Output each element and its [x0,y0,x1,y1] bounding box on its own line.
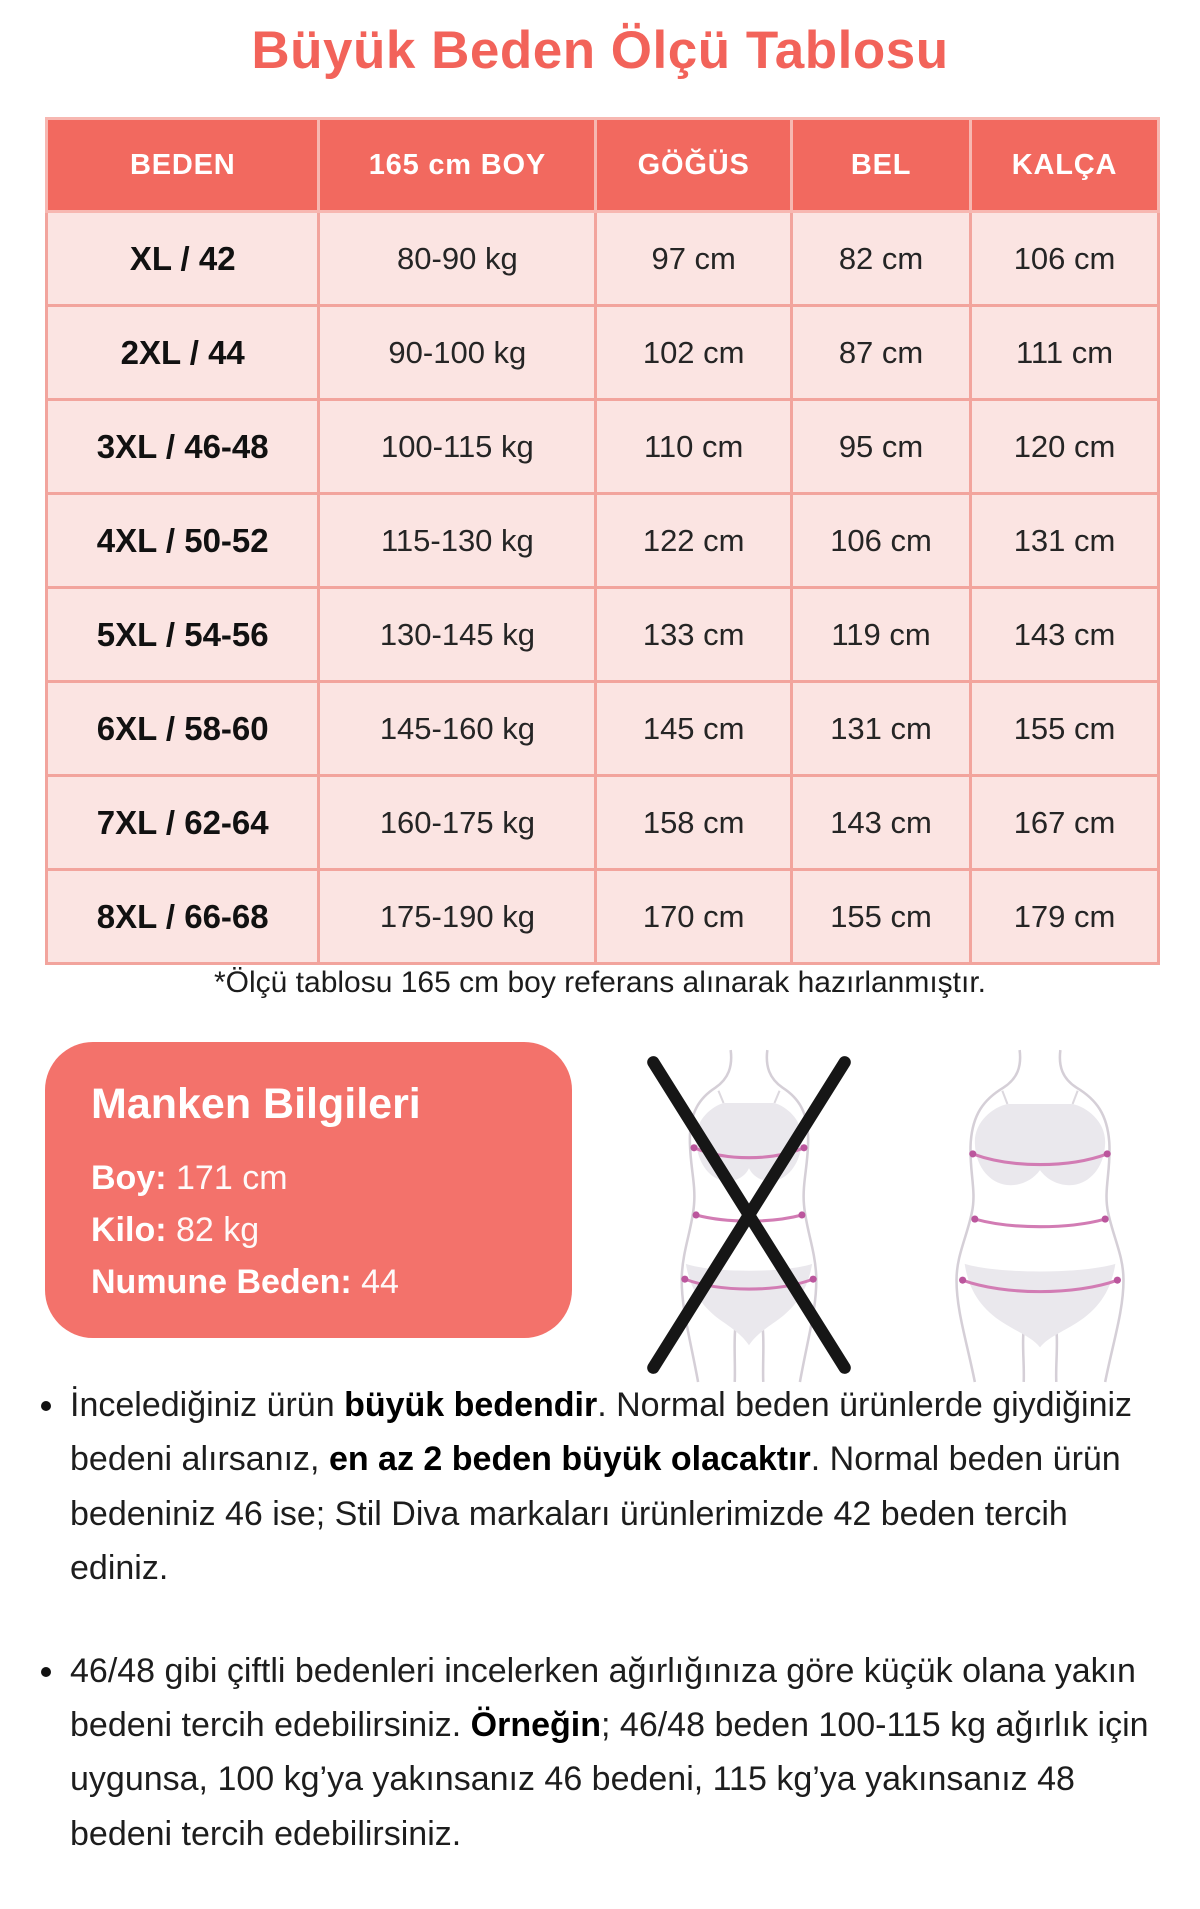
size-cell: 120 cm [969,398,1160,495]
size-row: XL / 42 80-90 kg 97 cm 82 cm 106 cm [44,210,1160,307]
size-row: 6XL / 58-60 145-160 kg 145 cm 131 cm 155… [44,680,1160,777]
size-cell: 179 cm [969,868,1160,965]
model-sample-size-value: 44 [361,1263,399,1301]
column-header-boy: 165 cm BOY [317,117,598,213]
bullet-item: İncelediğiniz ürün büyük bedendir. Norma… [68,1378,1173,1596]
column-header-bel: BEL [790,117,973,213]
model-weight-value: 82 kg [176,1211,260,1249]
size-cell: 97 cm [594,210,794,307]
size-label-cell: 3XL / 46-48 [44,398,321,495]
note-text: İncelediğiniz ürün [70,1386,345,1424]
size-row: 3XL / 46-48 100-115 kg 110 cm 95 cm 120 … [44,398,1160,495]
size-cell: 145-160 kg [317,680,598,777]
bullet-item: 46/48 gibi çiftli bedenleri incelerken a… [68,1644,1173,1862]
size-cell: 167 cm [969,774,1160,871]
size-cell: 143 cm [790,774,973,871]
size-table-header-row: BEDEN 165 cm BOY GÖĞÜS BEL KALÇA [44,117,1160,213]
size-cell: 102 cm [594,304,794,401]
size-cell: 95 cm [790,398,973,495]
size-cell: 131 cm [969,492,1160,589]
size-cell: 122 cm [594,492,794,589]
size-cell: 106 cm [969,210,1160,307]
size-cell: 131 cm [790,680,973,777]
size-label-cell: 5XL / 54-56 [44,586,321,683]
model-sample-size-line: Numune Beden: 44 [91,1263,526,1302]
size-cell: 170 cm [594,868,794,965]
size-cell: 143 cm [969,586,1160,683]
page-title: Büyük Beden Ölçü Tablosu [251,21,949,80]
size-row: 5XL / 54-56 130-145 kg 133 cm 119 cm 143… [44,586,1160,683]
size-cell: 175-190 kg [317,868,598,965]
plus-size-body-icon [955,1049,1125,1383]
notes-section: İncelediğiniz ürün büyük bedendir. Norma… [28,1378,1173,1909]
size-cell: 160-175 kg [317,774,598,871]
note-text: . Normal beden ürünlerde giydiğiniz bede… [70,1386,1133,1479]
size-label-cell: 2XL / 44 [44,304,321,401]
note-text: 46/48 gibi çiftli bedenleri incelerken a… [70,1651,1136,1744]
size-row: 4XL / 50-52 115-130 kg 122 cm 106 cm 131… [44,492,1160,589]
model-info-title: Manken Bilgileri [91,1080,421,1128]
size-cell: 133 cm [594,586,794,683]
size-label-cell: 7XL / 62-64 [44,774,321,871]
size-cell: 106 cm [790,492,973,589]
model-weight-label: Kilo: [91,1211,167,1249]
size-cell: 90-100 kg [317,304,598,401]
model-height-line: Boy: 171 cm [91,1159,526,1198]
size-row: 2XL / 44 90-100 kg 102 cm 87 cm 111 cm [44,304,1160,401]
size-cell: 145 cm [594,680,794,777]
size-cell: 87 cm [790,304,973,401]
size-cell: 100-115 kg [317,398,598,495]
size-label-cell: 6XL / 58-60 [44,680,321,777]
figure-comparison [612,1048,1182,1393]
size-label-cell: 4XL / 50-52 [44,492,321,589]
size-cell: 155 cm [969,680,1160,777]
size-cell: 115-130 kg [317,492,598,589]
size-cell: 119 cm [790,586,973,683]
cross-x-icon [647,1056,851,1374]
size-cell: 111 cm [969,304,1160,401]
model-height-label: Boy: [91,1159,167,1197]
size-label-cell: XL / 42 [44,210,321,307]
model-height-value: 171 cm [176,1159,288,1197]
note-text-bold: büyük bedendir [344,1386,598,1424]
size-cell: 155 cm [790,868,973,965]
crossed-out-slim-body-icon [647,1049,851,1383]
size-row: 8XL / 66-68 175-190 kg 170 cm 155 cm 179… [44,868,1160,965]
size-cell: 82 cm [790,210,973,307]
size-table: BEDEN 165 cm BOY GÖĞÜS BEL KALÇA XL / 42… [44,117,1160,965]
size-cell: 130-145 kg [317,586,598,683]
column-header-gogus: GÖĞÜS [594,117,794,213]
column-header-kalca: KALÇA [969,117,1160,213]
table-footnote: *Ölçü tablosu 165 cm boy referans alınar… [213,966,987,999]
size-cell: 158 cm [594,774,794,871]
size-row: 7XL / 62-64 160-175 kg 158 cm 143 cm 167… [44,774,1160,871]
size-cell: 80-90 kg [317,210,598,307]
size-cell: 110 cm [594,398,794,495]
note-text-bold: en az 2 beden büyük olacaktır [328,1440,811,1479]
model-sample-size-label: Numune Beden: [91,1263,352,1301]
size-label-cell: 8XL / 66-68 [44,868,321,965]
model-info-card: Manken Bilgileri Boy: 171 cm Kilo: 82 kg… [45,1042,572,1338]
note-text-bold: Örneğin [470,1705,602,1744]
bullet-list: İncelediğiniz ürün büyük bedendir. Norma… [28,1378,1173,1861]
model-weight-line: Kilo: 82 kg [91,1211,526,1250]
size-chart-page: { "title": "Büyük Beden Ölçü Tablosu", "… [0,0,1200,1800]
column-header-beden: BEDEN [44,117,321,213]
note-text: . Normal beden ürün bedeniniz 46 ise; St… [70,1440,1121,1588]
